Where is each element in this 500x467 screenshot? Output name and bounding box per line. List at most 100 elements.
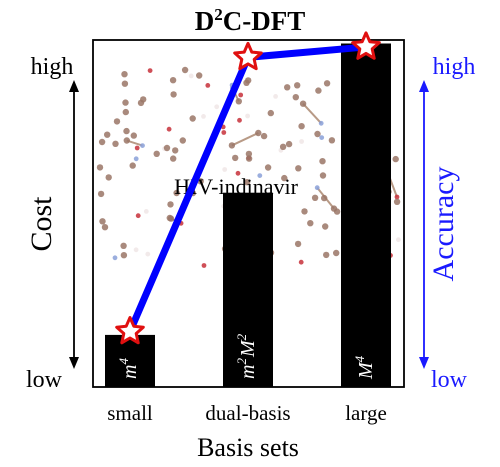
molecule-atom xyxy=(228,142,236,149)
molecule-atom xyxy=(245,113,251,119)
molecule-atom xyxy=(147,68,153,73)
molecule-atom xyxy=(321,194,328,202)
molecule-atom xyxy=(121,71,128,78)
molecule-atom xyxy=(273,94,278,99)
molecule-atom xyxy=(172,147,179,154)
molecule-atom xyxy=(243,79,250,87)
molecule-atom xyxy=(301,208,308,215)
molecule-atom xyxy=(201,114,206,119)
molecule-atom xyxy=(179,137,186,144)
molecule-atom xyxy=(112,255,118,261)
molecule-atom xyxy=(173,189,180,197)
molecule-atom xyxy=(235,170,241,176)
molecule-atom xyxy=(122,108,129,116)
molecule-atom xyxy=(169,77,177,84)
molecule-atom xyxy=(267,109,274,117)
molecule-atom xyxy=(245,150,253,158)
molecule-atom xyxy=(123,127,130,135)
molecule-atom xyxy=(319,172,327,179)
bar-label-small: m4 xyxy=(116,358,141,379)
accuracy-line-group xyxy=(115,31,381,345)
molecule-atom xyxy=(232,154,239,162)
x-tick-label-small: small xyxy=(107,401,153,425)
molecule-atom xyxy=(314,185,320,191)
molecule-atom xyxy=(315,87,322,94)
molecule-atom xyxy=(140,143,145,149)
left-axis-title: Cost xyxy=(25,196,58,252)
molecule-atom xyxy=(299,139,304,144)
chart-title: D2C-DFT xyxy=(195,5,306,36)
molecule-atom xyxy=(264,164,272,171)
molecule-atom xyxy=(292,94,299,101)
molecule-atom xyxy=(113,118,121,125)
molecule-atom xyxy=(333,249,340,257)
molecule-atom xyxy=(130,132,137,139)
molecule-atom xyxy=(189,115,196,122)
molecule-atom xyxy=(120,252,128,259)
molecule-atom xyxy=(135,213,141,219)
accuracy-arrow-up-icon xyxy=(419,80,429,92)
plot-frame xyxy=(92,39,405,388)
molecule-atom xyxy=(222,167,228,172)
right-axis-high-label: high xyxy=(433,54,476,80)
x-tick-label-dual-basis: dual-basis xyxy=(205,401,290,425)
molecule-atom xyxy=(257,173,263,179)
molecule-atom xyxy=(166,214,173,222)
molecule-atom xyxy=(99,218,106,225)
molecule-atom xyxy=(285,140,293,148)
x-axis-title: Basis sets xyxy=(197,433,299,462)
cost-arrow-up-icon xyxy=(69,80,79,92)
bars-group: m4 m2 M2 M4 xyxy=(105,43,391,387)
molecule-atom xyxy=(205,83,211,88)
molecule-atom xyxy=(235,98,242,105)
molecule-atom xyxy=(196,72,203,79)
right-axis-low-label: low xyxy=(431,367,468,393)
molecule-atom xyxy=(322,223,329,230)
molecule-atom xyxy=(311,194,319,201)
molecule-atom xyxy=(221,130,227,135)
molecule-atom xyxy=(143,209,149,214)
molecule-atom xyxy=(167,201,174,208)
molecule-bond xyxy=(302,103,322,125)
molecule-atom xyxy=(392,155,399,163)
molecule-atom xyxy=(98,138,106,146)
molecule-atom xyxy=(153,150,160,157)
molecule-atom xyxy=(188,73,194,79)
molecule-atom xyxy=(319,158,326,165)
accuracy-marker-star-icon xyxy=(233,41,263,71)
molecule-bond xyxy=(231,132,259,147)
molecule-atom xyxy=(133,247,139,253)
molecule-atom xyxy=(214,104,220,110)
molecule-atom xyxy=(97,190,105,198)
molecule-atom xyxy=(243,179,251,186)
molecule-atom xyxy=(245,155,253,162)
molecule-atom xyxy=(294,240,302,248)
molecule-atom xyxy=(393,198,401,205)
molecule-atom xyxy=(260,132,268,140)
bar-label-dual-basis: m2 M2 xyxy=(234,333,259,379)
molecule-atom xyxy=(122,99,129,106)
molecule-atom xyxy=(314,130,321,138)
molecule-atom xyxy=(330,205,338,212)
molecule-atom xyxy=(237,117,242,123)
molecule-atom xyxy=(298,123,305,130)
right-axis-title: Accuracy xyxy=(427,167,460,282)
molecule-atom xyxy=(104,131,111,138)
molecule-atom xyxy=(323,80,331,87)
molecule-atom xyxy=(201,263,207,268)
cost-arrow-down-icon xyxy=(69,357,79,369)
molecule-atom xyxy=(129,162,136,169)
molecule-atom xyxy=(123,137,130,144)
accuracy-marker-star-icon xyxy=(351,31,381,60)
molecule-atom xyxy=(163,144,171,152)
molecule-atom xyxy=(396,237,401,243)
molecule-atom xyxy=(170,91,177,98)
molecule-atom xyxy=(299,100,307,107)
molecule-atom xyxy=(166,126,172,132)
x-tick-labels: small dual-basis large xyxy=(107,401,387,425)
molecule-atom xyxy=(170,155,177,162)
molecule-atom xyxy=(120,242,127,249)
molecule-atom xyxy=(181,66,189,74)
bar-small xyxy=(105,334,155,387)
